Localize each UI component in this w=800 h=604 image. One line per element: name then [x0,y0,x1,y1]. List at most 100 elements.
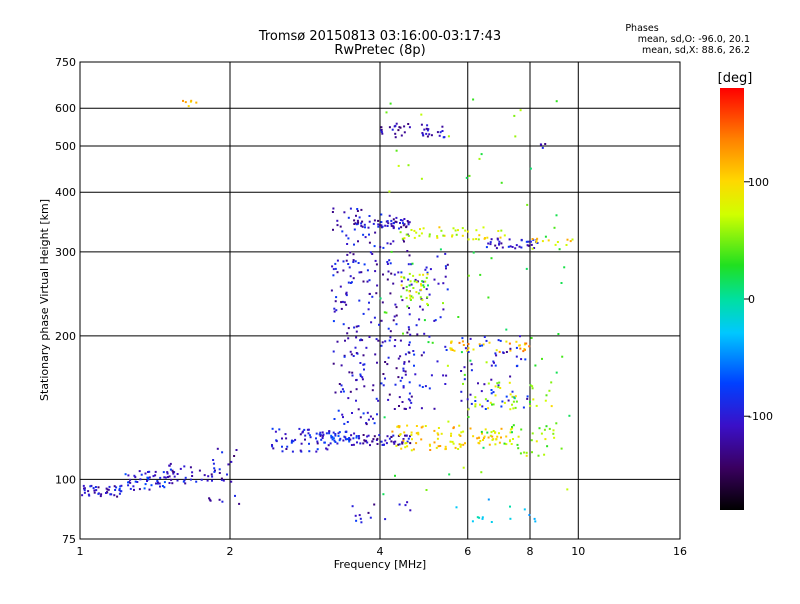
data-point [433,429,436,432]
data-point [336,219,339,222]
data-point [398,227,400,230]
data-point [336,340,339,343]
data-point [519,335,521,338]
data-point [404,353,407,356]
data-point [89,485,92,488]
data-point [462,382,464,385]
data-point [120,484,123,487]
data-point [495,247,498,250]
data-point [359,362,362,364]
data-point [83,491,86,494]
data-point [428,235,431,238]
data-point [499,236,502,239]
data-point [558,248,561,251]
data-point [498,432,500,435]
data-point [334,433,337,435]
data-point [440,229,443,232]
data-point [511,426,513,428]
data-point [465,176,468,179]
data-point [350,281,353,284]
data-point [334,441,337,443]
data-point [308,450,311,453]
data-point [474,405,477,408]
data-point [498,381,501,384]
data-point [395,367,398,370]
data-point [148,488,151,491]
data-point [405,233,408,236]
data-point [464,442,466,445]
data-point [561,355,564,358]
data-point [380,440,383,443]
data-point [517,435,520,438]
data-point [150,484,153,487]
data-point [397,376,400,379]
data-point [444,448,447,451]
data-point [198,469,201,472]
data-point [515,244,518,247]
data-point [353,223,356,225]
stats-title: Phases [625,23,658,34]
data-point [529,401,531,403]
data-point [421,299,424,301]
data-point [304,434,307,437]
data-point [389,292,392,295]
data-point [292,440,295,443]
data-point [449,440,452,443]
data-point [408,341,411,344]
data-point [543,453,546,456]
data-point [366,411,369,414]
data-point [509,245,512,248]
data-point [355,352,358,354]
data-point [146,480,148,482]
data-point [376,284,379,287]
data-point [389,336,392,339]
data-point [425,266,428,269]
data-point [523,451,526,454]
data-point [410,401,413,404]
data-point [494,364,497,367]
data-point [315,450,318,453]
data-point [388,126,391,129]
data-point [469,337,472,340]
data-point [344,430,347,433]
data-point [360,224,363,227]
data-point [349,390,352,393]
data-point [316,440,319,443]
data-point [487,407,490,410]
data-point [434,319,437,322]
data-point [455,233,458,236]
data-point [407,234,410,237]
data-point [380,382,383,385]
data-point [108,485,111,488]
data-point [336,271,339,274]
data-point [410,433,413,436]
data-point [400,275,403,278]
data-point [352,443,355,446]
data-point [403,361,406,364]
data-point [490,257,493,260]
data-point [550,405,553,408]
data-point [525,267,528,270]
data-point [404,434,406,437]
data-point [349,251,352,254]
x-tick-label: 4 [377,545,384,558]
data-point [291,450,294,453]
data-point [303,428,306,431]
data-point [500,181,503,184]
data-point [492,430,495,432]
data-point [345,303,348,306]
data-point [154,474,157,477]
data-point [451,349,454,351]
y-tick-label: 300 [55,246,76,259]
data-point [472,435,475,438]
data-point [340,307,343,310]
data-point [379,246,382,249]
data-point [342,260,345,263]
data-point [462,344,465,346]
data-point [355,388,358,391]
data-point [316,442,319,445]
data-point [352,253,355,256]
data-point [341,300,344,303]
data-point [503,234,506,237]
